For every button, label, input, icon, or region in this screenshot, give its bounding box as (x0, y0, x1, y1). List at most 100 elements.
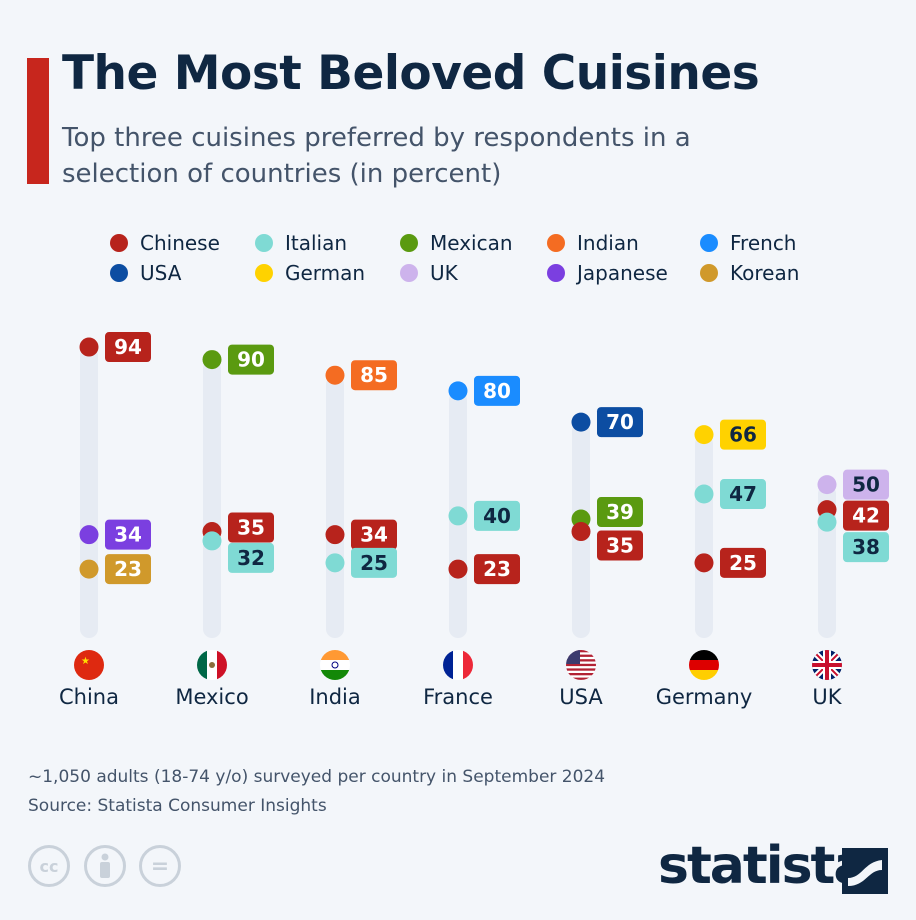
dot-italian (202, 531, 222, 551)
legend-item-uk: UK (400, 261, 458, 285)
legend-swatch (110, 234, 128, 252)
legend-item-mexican: Mexican (400, 231, 513, 255)
legend-label: Indian (577, 231, 639, 255)
data-label: 90 (237, 348, 265, 372)
data-label-box (597, 497, 643, 528)
country-label-india: India (309, 685, 361, 709)
country-label-uk: UK (812, 685, 842, 709)
legend-item-french: French (700, 231, 796, 255)
data-label: 23 (483, 557, 511, 581)
mexico-flag-icon (197, 650, 227, 680)
legend-item-indian: Indian (547, 231, 639, 255)
attribution-icon[interactable] (84, 845, 126, 887)
country-label-usa: USA (559, 685, 603, 709)
data-label: 39 (606, 500, 634, 524)
dot-uk (817, 475, 837, 495)
chart-subtitle: Top three cuisines preferred by responde… (62, 123, 691, 189)
data-label-box (351, 360, 397, 391)
dot-chinese (79, 337, 99, 357)
data-label-box (597, 407, 643, 438)
data-label-box (228, 344, 274, 375)
data-label-box (228, 542, 274, 573)
country-label-china: China (59, 685, 119, 709)
data-label: 42 (852, 504, 880, 528)
cc-icon-text: cc (39, 856, 59, 876)
cc-icon[interactable]: cc (28, 845, 70, 887)
dot-german (694, 425, 714, 445)
data-label: 25 (729, 551, 757, 575)
dot-french (448, 381, 468, 401)
data-label: 25 (360, 551, 388, 575)
legend-label: USA (140, 261, 182, 285)
data-label: 34 (114, 523, 142, 547)
legend-swatch (110, 264, 128, 282)
data-label-box (474, 500, 520, 531)
legend-item-korean: Korean (700, 261, 799, 285)
source: Source: Statista Consumer Insights (28, 796, 327, 816)
data-label: 34 (360, 523, 388, 547)
legend-swatch (547, 264, 565, 282)
data-label: 38 (852, 535, 880, 559)
dot-usa (571, 412, 591, 432)
dot-italian (448, 506, 468, 526)
country-label-france: France (423, 685, 493, 709)
data-label-box (843, 469, 889, 500)
data-label: 47 (729, 482, 757, 506)
data-label: 94 (114, 335, 142, 359)
legend-label: German (285, 261, 366, 285)
country-label-mexico: Mexico (175, 685, 249, 709)
legend-item-italian: Italian (255, 231, 347, 255)
statista-logo-mark-icon (842, 848, 888, 894)
legend-swatch (255, 264, 273, 282)
dot-italian (325, 553, 345, 573)
data-label-box (105, 554, 151, 585)
track-china (80, 347, 98, 638)
usa-flag-icon (566, 650, 596, 680)
data-label: 50 (852, 473, 880, 497)
person-icon (100, 853, 110, 878)
legend-swatch (700, 264, 718, 282)
dot-italian (694, 484, 714, 504)
data-label-box (597, 530, 643, 561)
legend-swatch (400, 234, 418, 252)
data-label-box (228, 512, 274, 543)
dot-korean (79, 559, 99, 579)
data-label-box (474, 554, 520, 585)
germany-flag-icon (689, 650, 719, 680)
data-label-box (105, 519, 151, 550)
track-germany (695, 434, 713, 638)
china-flag-icon: ★ (74, 650, 104, 680)
data-label-box (720, 547, 766, 578)
data-label-box (351, 519, 397, 550)
legend-item-chinese: Chinese (110, 231, 220, 255)
legend-item-japanese: Japanese (547, 261, 668, 285)
legend-label: Chinese (140, 231, 220, 255)
data-label-box (843, 532, 889, 563)
legend-swatch (255, 234, 273, 252)
dot-chinese (694, 553, 714, 573)
dot-chinese (325, 525, 345, 545)
data-label: 32 (237, 546, 265, 570)
legend-label: Korean (730, 261, 800, 285)
legend-swatch (700, 234, 718, 252)
data-label: 35 (237, 516, 265, 540)
no-derivatives-icon[interactable]: = (139, 845, 181, 887)
dot-italian (817, 512, 837, 532)
title-accent-bar (27, 58, 49, 184)
legend-label: UK (430, 261, 458, 285)
legend-label: Japanese (577, 261, 668, 285)
france-flag-icon (443, 650, 473, 680)
statista-logo[interactable]: statista (658, 836, 868, 896)
data-label: 80 (483, 379, 511, 403)
footnote: ~1,050 adults (18-74 y/o) surveyed per c… (28, 767, 606, 787)
dot-mexican (202, 350, 222, 370)
data-label: 35 (606, 534, 634, 558)
legend-item-german: German (255, 261, 365, 285)
dot-japanese (79, 525, 99, 545)
legend-label: Italian (285, 231, 348, 255)
legend-swatch (400, 264, 418, 282)
dot-indian (325, 365, 345, 385)
data-label: 66 (729, 423, 757, 447)
legend-label: Mexican (430, 231, 513, 255)
